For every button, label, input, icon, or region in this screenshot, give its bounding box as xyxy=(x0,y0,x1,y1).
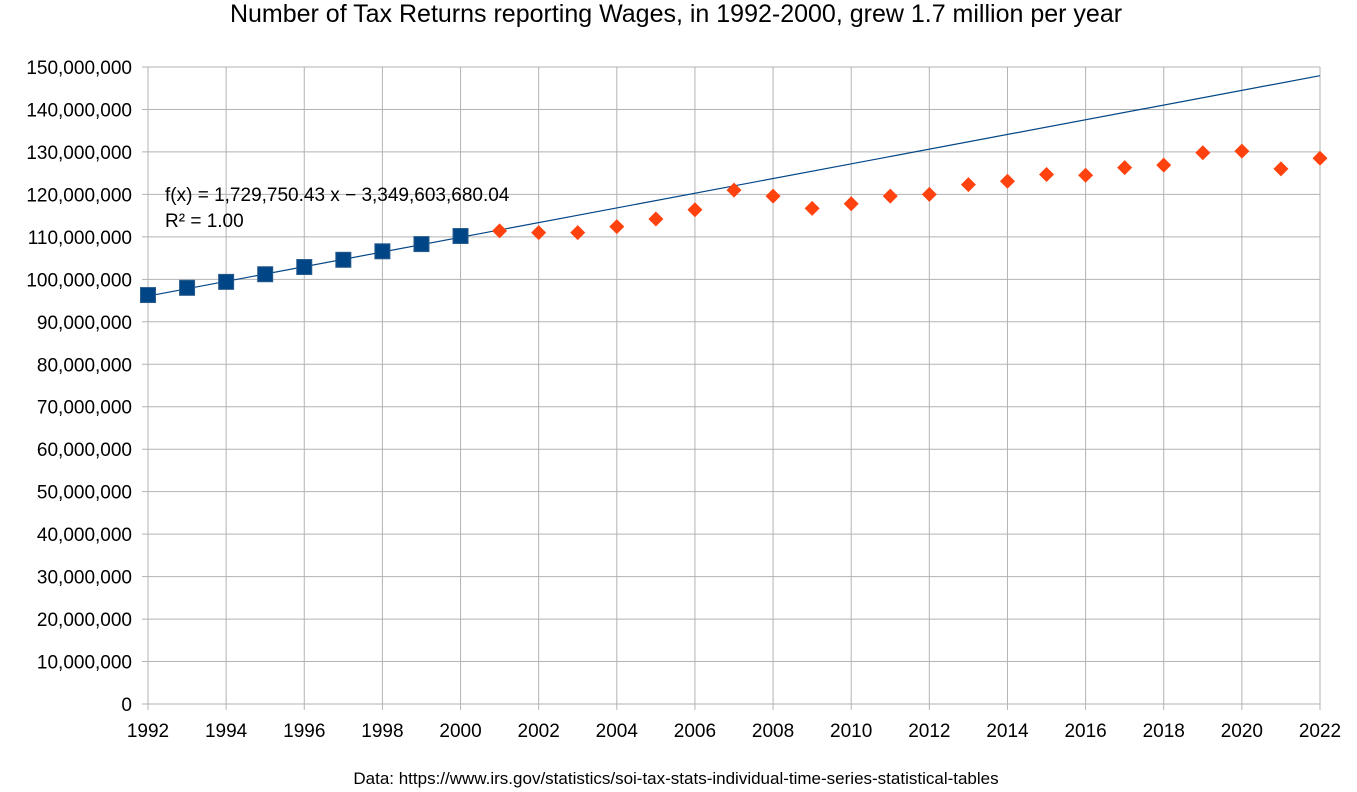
data-point-square xyxy=(452,228,469,245)
x-tick-label: 2002 xyxy=(518,721,560,742)
y-tick-label: 100,000,000 xyxy=(26,270,132,291)
grid xyxy=(142,66,1321,710)
y-tick-label: 120,000,000 xyxy=(26,185,132,206)
x-tick-label: 2010 xyxy=(830,721,872,742)
data-point-diamond xyxy=(1117,160,1133,176)
data-point-diamond xyxy=(726,182,742,198)
y-tick-label: 130,000,000 xyxy=(26,143,132,164)
y-tick-label: 110,000,000 xyxy=(28,228,132,249)
y-tick-label: 140,000,000 xyxy=(26,100,132,121)
data-point-square xyxy=(296,259,313,276)
x-tick-label: 2004 xyxy=(596,721,639,742)
x-tick-label: 2018 xyxy=(1143,721,1185,742)
data-point-square xyxy=(335,251,352,268)
data-point-diamond xyxy=(1273,161,1289,177)
y-tick-label: 40,000,000 xyxy=(37,525,132,546)
series-1992-2000 xyxy=(140,228,469,304)
data-point-square xyxy=(218,273,235,290)
y-tick-label: 60,000,000 xyxy=(37,440,132,461)
series-2001-2022 xyxy=(492,143,1328,241)
data-source-annotation: Data: https://www.irs.gov/statistics/soi… xyxy=(353,769,998,788)
data-point-diamond xyxy=(648,211,664,227)
data-point-diamond xyxy=(1156,157,1172,173)
data-point-diamond xyxy=(1039,166,1055,182)
x-tick-label: 2012 xyxy=(908,721,950,742)
x-axis-ticks: 1992 1994 1996 1998 2000 2002 2004 2006 2008 2010… xyxy=(127,721,1341,742)
x-tick-label: 2022 xyxy=(1299,721,1341,742)
chart-title: Number of Tax Returns reporting Wages, i… xyxy=(230,0,1122,28)
x-tick-label: 2000 xyxy=(439,721,481,742)
data-point-diamond xyxy=(960,177,976,193)
trendline-r-squared: R² = 1.00 xyxy=(165,211,244,232)
data-point-diamond xyxy=(1312,150,1328,166)
data-point-diamond xyxy=(804,200,820,216)
y-axis-ticks: 0 10,000,000 20,000,000 30,000,000 40,000,00… xyxy=(26,58,132,716)
data-point-square xyxy=(140,287,156,304)
data-point-diamond xyxy=(609,219,625,235)
y-tick-label: 90,000,000 xyxy=(37,313,132,334)
x-tick-label: 2008 xyxy=(752,721,794,742)
data-point-square xyxy=(257,266,274,283)
data-point-diamond xyxy=(765,188,781,204)
x-tick-label: 2016 xyxy=(1064,721,1106,742)
data-point-square xyxy=(179,279,196,296)
y-tick-label: 10,000,000 xyxy=(37,653,132,674)
y-tick-label: 50,000,000 xyxy=(37,483,132,504)
data-point-diamond xyxy=(531,225,547,241)
x-tick-label: 2006 xyxy=(674,721,716,742)
data-point-diamond xyxy=(882,188,898,204)
data-point-diamond xyxy=(1078,167,1094,183)
data-point-diamond xyxy=(1234,143,1250,159)
y-tick-label: 0 xyxy=(121,695,132,716)
data-point-diamond xyxy=(921,186,937,202)
y-tick-label: 30,000,000 xyxy=(37,568,132,589)
x-tick-label: 1994 xyxy=(205,721,248,742)
data-point-diamond xyxy=(687,202,703,218)
data-point-diamond xyxy=(843,196,859,212)
data-point-diamond xyxy=(492,223,508,239)
x-tick-label: 2014 xyxy=(986,721,1029,742)
x-tick-label: 2020 xyxy=(1221,721,1263,742)
data-point-diamond xyxy=(570,225,586,241)
y-tick-label: 150,000,000 xyxy=(26,58,132,79)
data-point-square xyxy=(413,236,430,253)
y-tick-label: 70,000,000 xyxy=(37,398,132,419)
x-tick-label: 1992 xyxy=(127,721,169,742)
y-tick-label: 80,000,000 xyxy=(37,355,132,376)
x-tick-label: 1996 xyxy=(283,721,325,742)
y-tick-label: 20,000,000 xyxy=(37,610,132,631)
trendline-equation: f(x) = 1,729,750.43 x − 3,349,603,680.04 xyxy=(165,185,510,206)
data-point-square xyxy=(374,243,391,260)
data-point-diamond xyxy=(999,173,1015,189)
data-point-diamond xyxy=(1195,145,1211,161)
x-tick-label: 1998 xyxy=(361,721,403,742)
